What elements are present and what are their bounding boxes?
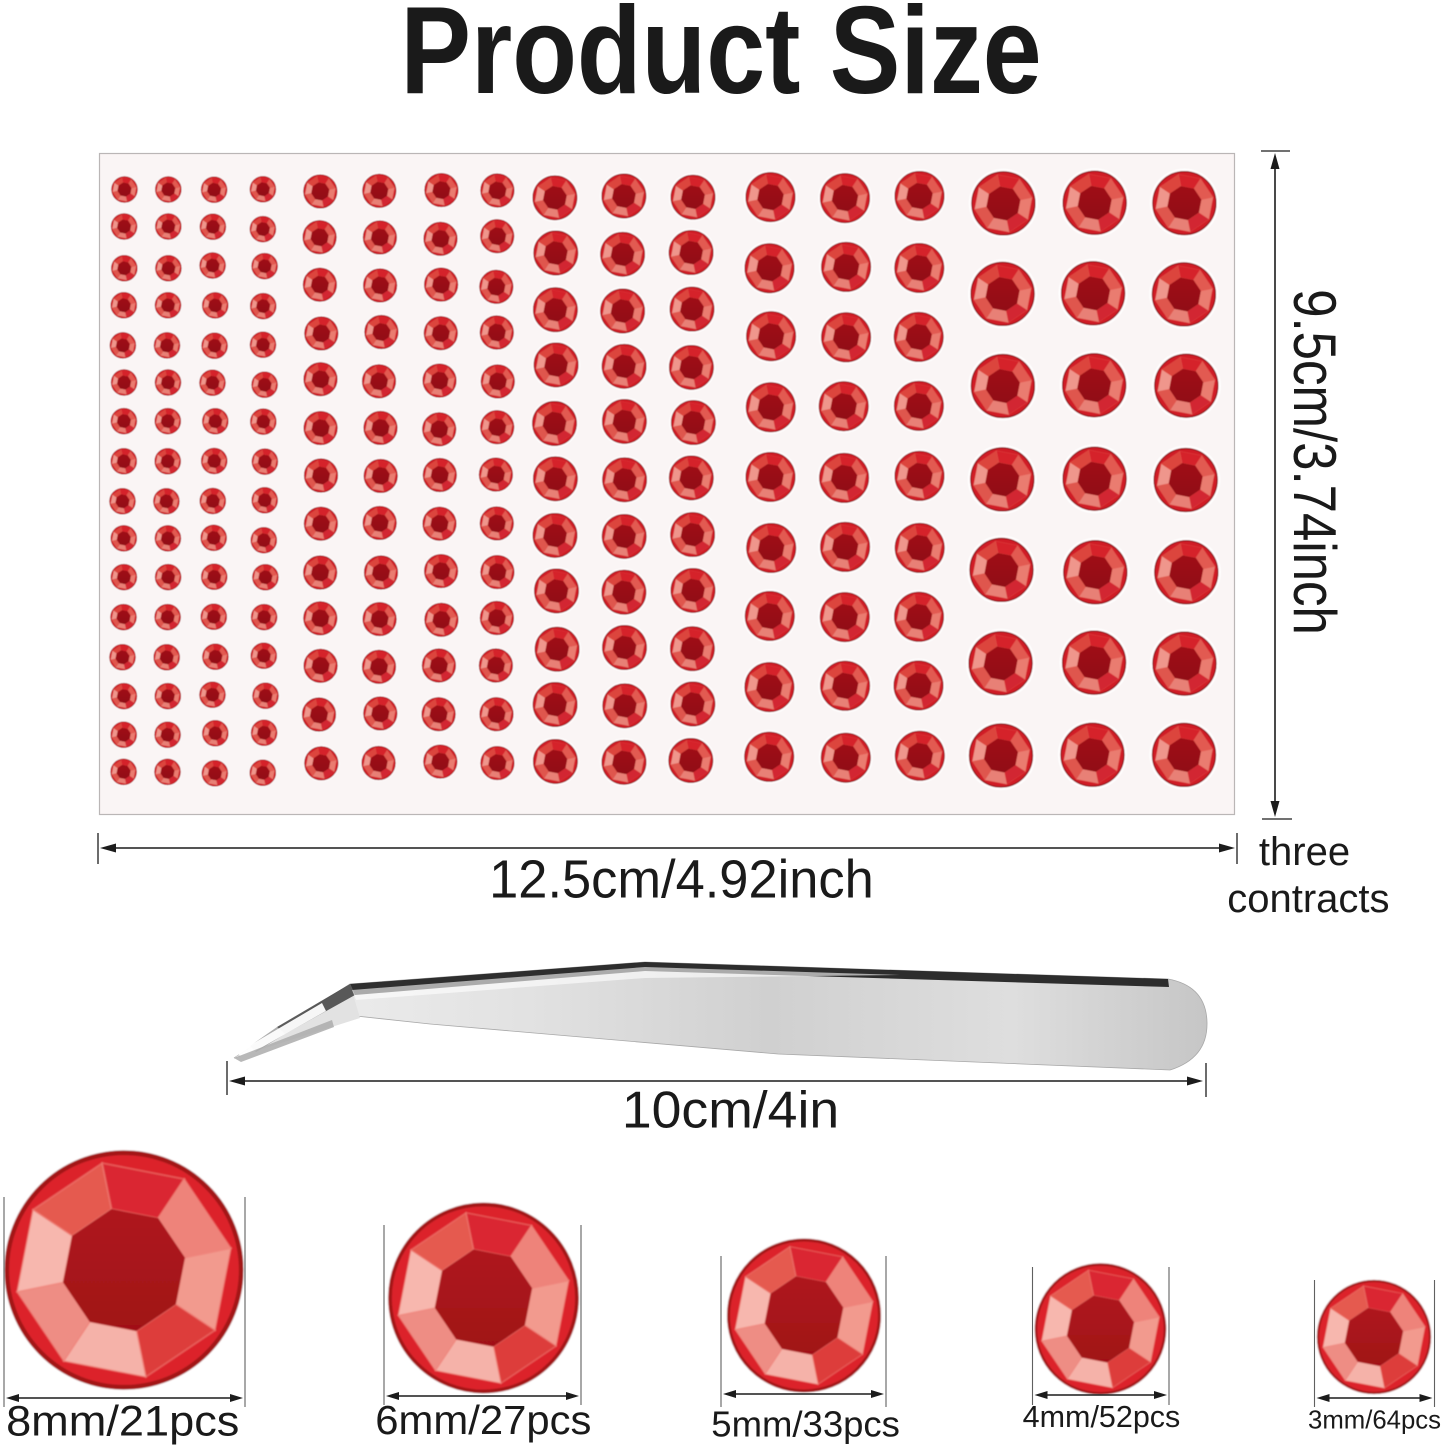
svg-text:12.5cm/4.92inch: 12.5cm/4.92inch (489, 850, 874, 910)
svg-text:8mm/21pcs: 8mm/21pcs (6, 1398, 239, 1446)
svg-text:contracts: contracts (1227, 877, 1389, 921)
svg-text:Product Size: Product Size (400, 0, 1041, 120)
svg-text:6mm/27pcs: 6mm/27pcs (375, 1398, 591, 1444)
svg-text:3mm/64pcs: 3mm/64pcs (1308, 1407, 1441, 1435)
svg-text:9.5cm/3.74inch: 9.5cm/3.74inch (1281, 289, 1348, 635)
svg-text:10cm/4in: 10cm/4in (622, 1081, 839, 1139)
svg-text:three: three (1259, 830, 1350, 874)
svg-text:4mm/52pcs: 4mm/52pcs (1023, 1400, 1181, 1434)
svg-text:5mm/33pcs: 5mm/33pcs (711, 1404, 900, 1445)
